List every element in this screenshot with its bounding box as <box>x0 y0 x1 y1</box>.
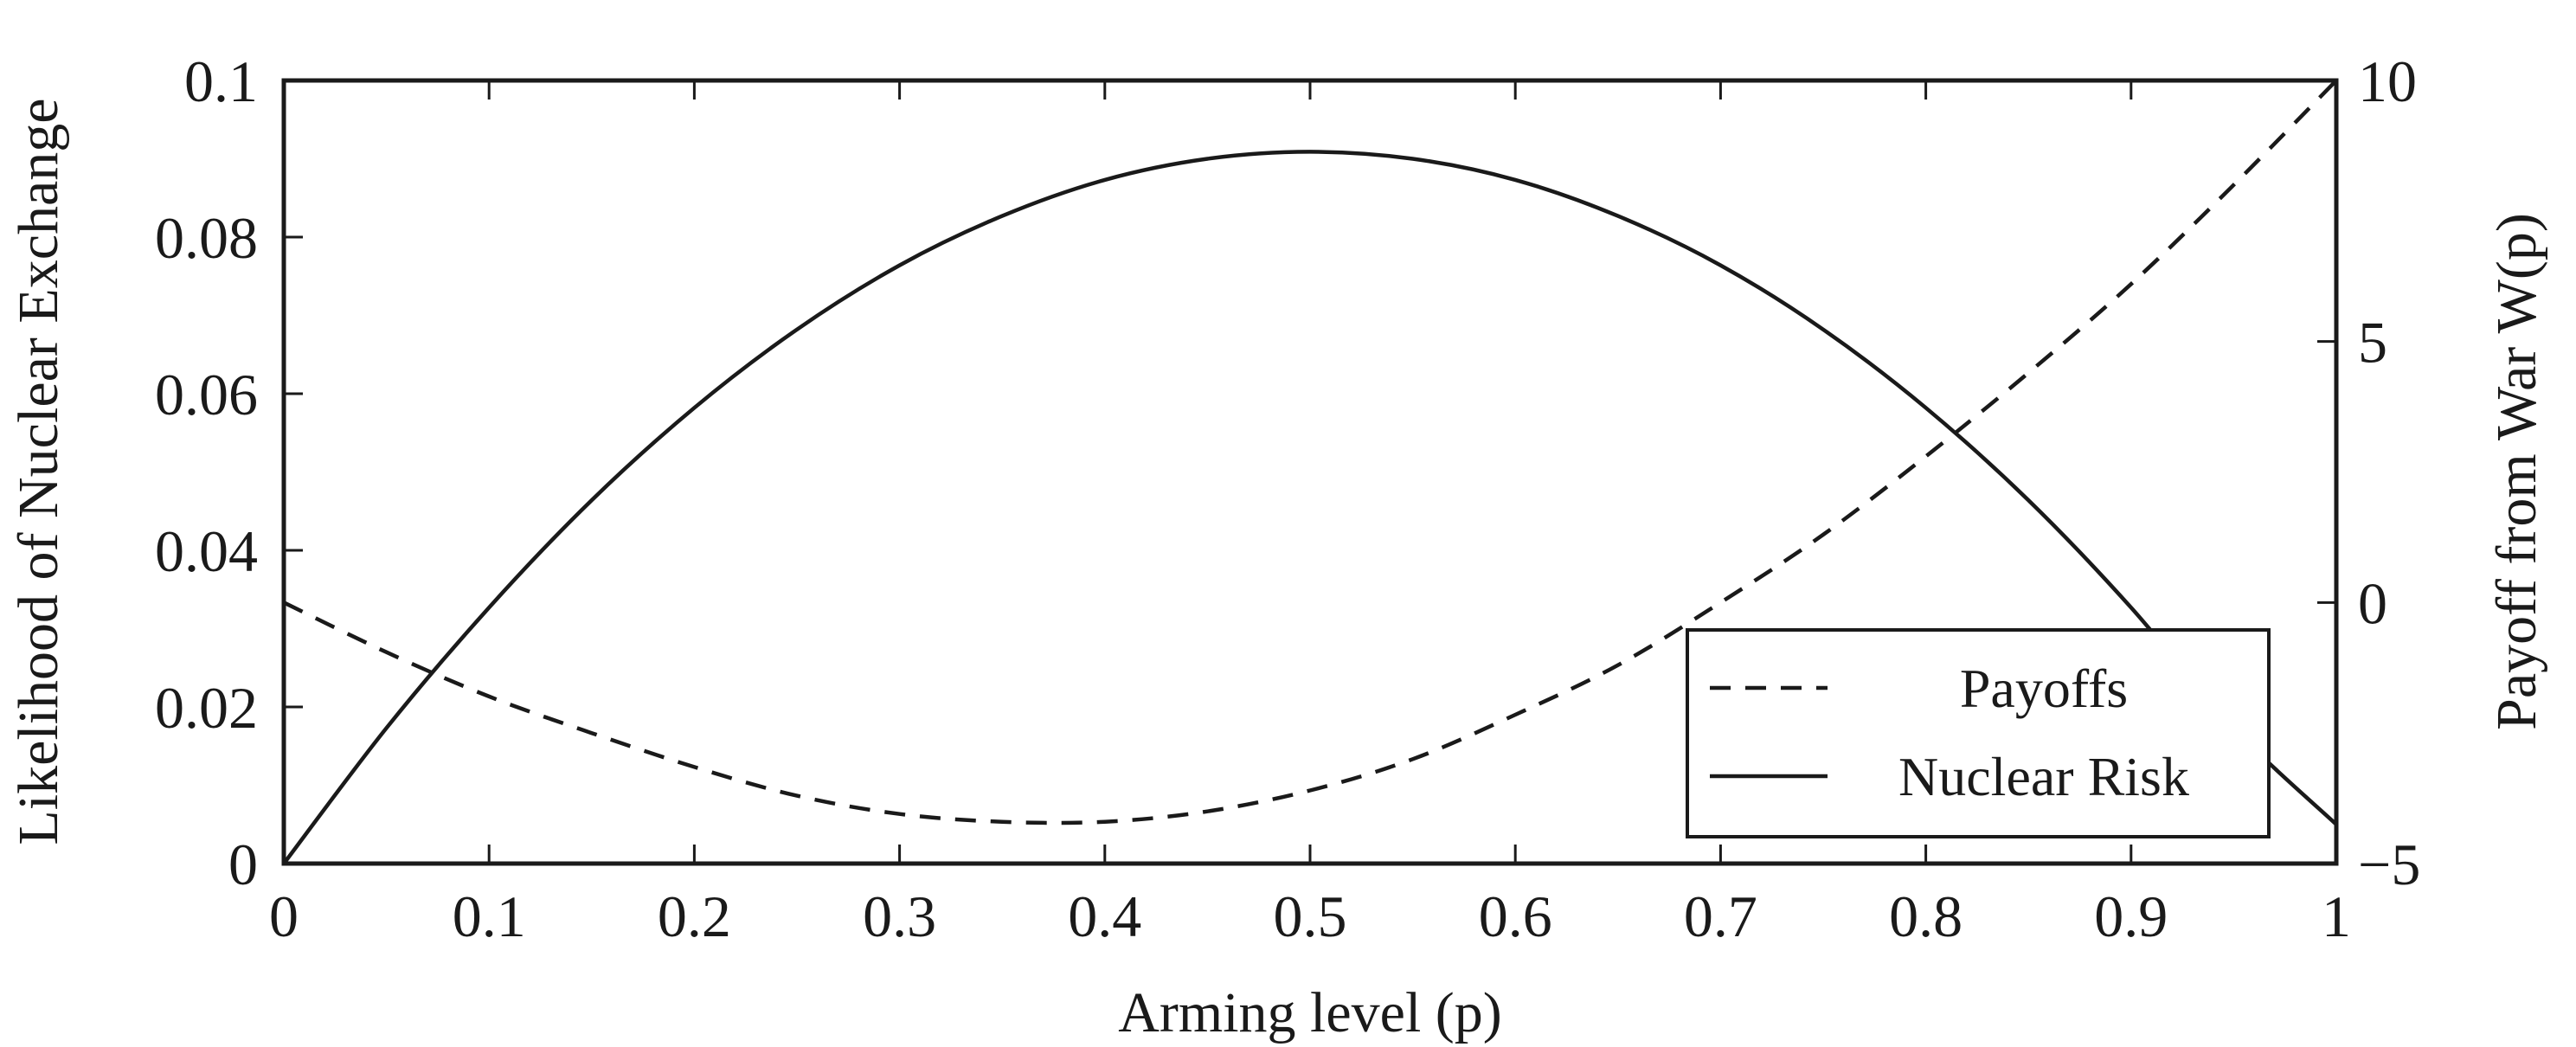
y-right-tick-label: 10 <box>2358 48 2417 114</box>
y-right-tick-label: 0 <box>2358 570 2387 636</box>
series-line-nuclear-risk <box>282 150 2338 865</box>
series-layer <box>282 79 2338 865</box>
x-axis-label: Arming level (p) <box>1118 981 1502 1044</box>
y-axis-label-left: Likelihood of Nuclear Exchange <box>7 98 70 845</box>
x-tick-label: 0.1 <box>453 883 526 949</box>
y-left-tick-label: 0.06 <box>155 362 258 427</box>
x-tick-label: 0.5 <box>1274 883 1347 949</box>
labels-layer: 0 0.1 0.2 0.3 0.4 0.5 0.6 0.7 0.8 0.9 100.020.040.… <box>155 48 2420 949</box>
legend: Payoffs Nuclear Risk <box>1686 628 2271 838</box>
x-tick-label: 1 <box>2322 883 2351 949</box>
x-tick-label: 0.3 <box>863 883 936 949</box>
x-tick-label: 0.6 <box>1479 883 1552 949</box>
x-tick-label: 0.2 <box>658 883 731 949</box>
y-left-tick-label: 0.04 <box>155 518 258 584</box>
y-left-tick-label: 0 <box>228 832 258 897</box>
x-tick-label: 0.8 <box>1889 883 1963 949</box>
plot-frame <box>281 78 2339 866</box>
x-tick-label: 0.4 <box>1068 883 1141 949</box>
x-tick-label: 0 <box>269 883 299 949</box>
y-right-tick-label: −5 <box>2358 832 2420 897</box>
y-right-tick-label: 5 <box>2358 310 2387 376</box>
y-left-tick-label: 0.1 <box>184 48 258 114</box>
y-left-tick-label: 0.08 <box>155 205 258 271</box>
legend-label-payoffs: Payoffs <box>1960 658 2128 719</box>
x-tick-label: 0.7 <box>1684 883 1757 949</box>
y-left-tick-label: 0.02 <box>155 675 258 741</box>
legend-label-nuclear-risk: Nuclear Risk <box>1898 746 2189 807</box>
legend-box <box>1686 628 2271 838</box>
y-axis-label-right: Payoff from War W(p) <box>2485 213 2548 730</box>
series-line-payoffs <box>283 79 2338 825</box>
x-tick-label: 0.9 <box>2094 883 2168 949</box>
